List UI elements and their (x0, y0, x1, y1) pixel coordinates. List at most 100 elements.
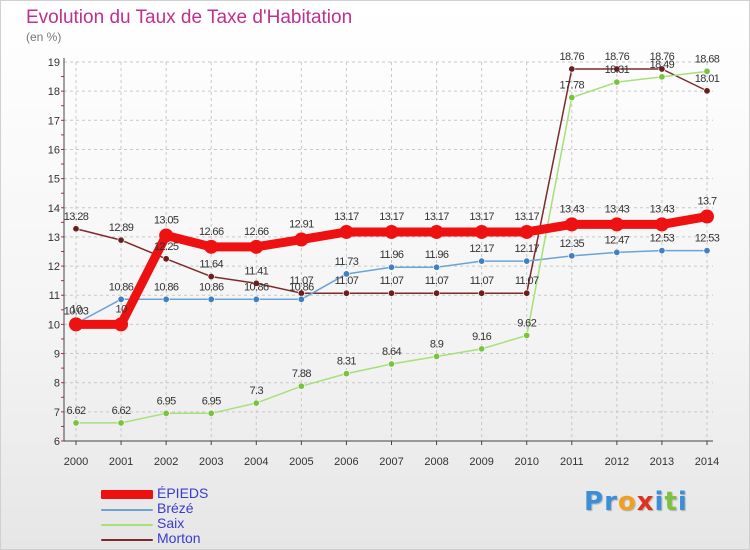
data-label-morton: 11.41 (244, 265, 268, 277)
data-point-epieds (204, 239, 219, 254)
y-tick-label: 15 (48, 174, 60, 186)
data-label-morton: 18.76 (650, 51, 675, 63)
data-label-saix: 6.95 (157, 395, 176, 407)
legend-item-breze: Brézé (101, 500, 301, 517)
data-label-morton: 18.01 (695, 73, 720, 85)
data-label-epieds: 13.05 (154, 214, 179, 226)
legend-label: ÉPIEDS (157, 485, 209, 501)
data-point-saix (162, 409, 170, 417)
data-label-epieds: 13.43 (560, 203, 585, 215)
x-tick-label: 2002 (154, 456, 178, 468)
data-point-epieds (654, 217, 669, 232)
data-point-morton (613, 65, 621, 73)
data-label-breze: 11.96 (425, 249, 449, 261)
x-tick-label: 2005 (289, 456, 313, 468)
data-label-saix: 6.95 (202, 395, 221, 407)
data-point-morton (117, 236, 125, 244)
data-point-breze (162, 295, 170, 303)
logo-letter: x (636, 487, 655, 517)
y-tick-label: 9 (54, 349, 60, 361)
data-point-morton (342, 289, 350, 297)
y-tick-label: 11 (49, 290, 60, 302)
data-label-saix: 9.62 (517, 317, 536, 329)
data-point-epieds (700, 209, 714, 224)
y-tick-label: 16 (48, 144, 60, 156)
data-label-saix: 18.31 (605, 64, 630, 76)
data-label-epieds: 13.17 (379, 211, 404, 223)
data-point-saix (342, 370, 350, 378)
y-tick-label: 8 (54, 378, 60, 390)
data-label-breze: 11.73 (335, 256, 359, 268)
data-point-saix (207, 409, 215, 417)
chart-title: Evolution du Taux de Taxe d'Habitation (26, 7, 353, 28)
data-label-morton: 11.07 (515, 275, 539, 287)
data-label-layer: 10 10 13.05 12.66 12.66 12.91 13.17 13.17 13.17 1… (64, 51, 721, 417)
y-tick-label: 6 (54, 436, 60, 448)
data-label-morton: 11.07 (380, 275, 404, 287)
series-layer (69, 65, 714, 427)
data-point-morton (162, 255, 170, 263)
y-tick-label: 10 (48, 319, 60, 331)
logo-letter: P (584, 487, 605, 517)
data-label-morton: 12.25 (154, 241, 179, 253)
grid-layer (64, 61, 713, 442)
data-point-epieds (609, 217, 624, 232)
data-point-epieds (249, 239, 264, 254)
legend-label: Saix (157, 515, 185, 531)
y-tick-label: 13 (48, 232, 60, 244)
data-point-morton (433, 289, 441, 297)
x-tick-label: 2004 (244, 456, 268, 468)
data-point-morton (72, 225, 80, 233)
logo-letter: i (677, 487, 688, 517)
logo-letter: r (604, 487, 618, 517)
x-tick-label: 2006 (334, 456, 358, 468)
x-tick-label: 2001 (109, 456, 133, 468)
data-label-saix: 17.78 (560, 80, 585, 92)
data-point-morton (207, 273, 215, 281)
x-tick-label: 2003 (199, 456, 223, 468)
data-point-saix (387, 360, 395, 368)
data-label-epieds: 13.17 (514, 211, 539, 223)
x-tick-label: 2011 (560, 456, 584, 468)
data-point-breze (478, 257, 486, 265)
data-label-saix: 7.3 (250, 385, 264, 397)
data-label-epieds: 13.17 (334, 211, 359, 223)
logo-letter: i (654, 487, 665, 517)
data-point-epieds (429, 224, 444, 239)
data-point-epieds (564, 217, 579, 232)
data-point-breze (207, 295, 215, 303)
data-label-saix: 6.62 (112, 405, 131, 417)
y-tick-label: 18 (48, 86, 60, 98)
data-point-breze (117, 295, 125, 303)
data-point-epieds (69, 317, 83, 332)
x-tick-label: 2012 (605, 456, 629, 468)
data-point-saix (478, 345, 486, 353)
data-label-morton: 18.76 (605, 51, 630, 63)
data-label-saix: 8.31 (337, 356, 356, 368)
legend-item-epieds: ÉPIEDS (101, 485, 301, 502)
data-label-morton: 11.07 (335, 275, 359, 287)
legend-label: Brézé (157, 500, 194, 516)
data-label-morton: 18.76 (560, 51, 585, 63)
data-label-saix: 7.88 (292, 368, 311, 380)
legend-swatch (101, 490, 153, 499)
data-label-breze: 10.86 (244, 281, 269, 293)
data-point-breze (658, 247, 666, 255)
data-label-saix: 9.16 (472, 331, 491, 343)
data-point-saix (297, 382, 305, 390)
x-tick-label: 2009 (469, 456, 493, 468)
data-point-epieds (114, 317, 129, 332)
axis-layer: 6 7 8 9 10 11 12 13 14 15 16 17 18 19 2000 2001 2002 2003… (48, 57, 719, 468)
data-label-breze: 10.86 (154, 281, 179, 293)
y-tick-label: 17 (48, 115, 60, 127)
data-point-morton (568, 65, 576, 73)
data-label-epieds: 13.7 (697, 196, 716, 208)
data-point-saix (703, 67, 711, 75)
data-label-morton: 11.07 (289, 275, 313, 287)
data-point-morton (387, 289, 395, 297)
data-label-epieds: 10 (70, 303, 82, 315)
y-tick-label: 12 (48, 261, 60, 273)
data-label-epieds: 12.66 (199, 226, 224, 238)
data-point-morton (478, 289, 486, 297)
